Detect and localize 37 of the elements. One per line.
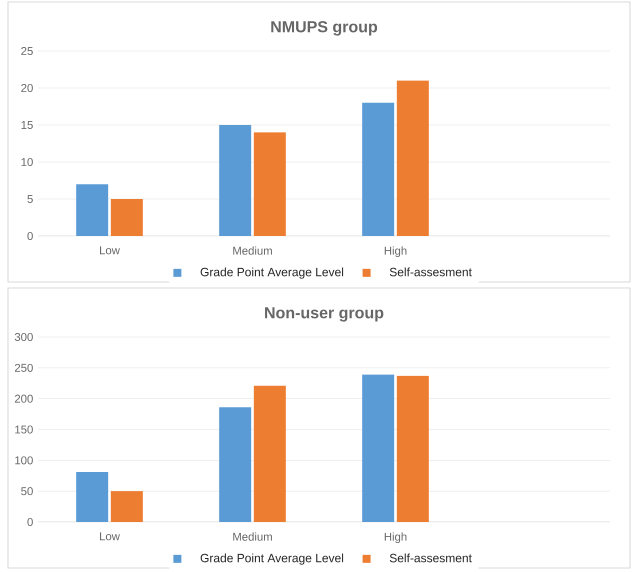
bar [110,491,143,522]
bar [110,198,143,236]
y-tick-label: 50 [21,487,33,496]
y-tick-label: 0 [27,232,33,240]
bar [362,374,394,522]
bar [76,184,108,236]
chart-title: NMUPS group [271,21,378,36]
y-tick-label: 150 [15,425,33,434]
y-tick-label: 5 [27,195,33,203]
legend-label: Grade Point Average Level [200,553,344,565]
bar [76,472,108,522]
bar [254,132,286,236]
y-tick-label: 100 [15,456,33,464]
bar [254,386,286,522]
bar [396,376,429,522]
legend-label: Grade Point Average Level [200,267,344,279]
bar [396,80,429,236]
chart-title: Non-user group [265,307,384,322]
y-tick-label: 300 [14,333,33,342]
y-tick-label: 15 [22,121,33,129]
x-tick-label: High [384,532,406,543]
x-tick-label: Medium [233,532,272,541]
bar [219,407,252,522]
x-tick-label: Medium [233,246,272,255]
legend-label: Self-assesment [390,267,472,276]
bar [362,102,394,236]
x-tick-label: Low [100,246,120,254]
x-tick-label: High [384,246,406,257]
y-tick-label: 0 [27,518,33,526]
y-tick-label: 20 [21,84,33,92]
bar [219,124,252,236]
y-tick-label: 25 [21,47,33,56]
y-tick-label: 200 [14,394,33,403]
y-tick-label: 10 [22,158,33,166]
y-tick-label: 250 [14,364,33,372]
legend-label: Self-assesment [390,553,472,562]
x-tick-label: Low [100,532,120,540]
